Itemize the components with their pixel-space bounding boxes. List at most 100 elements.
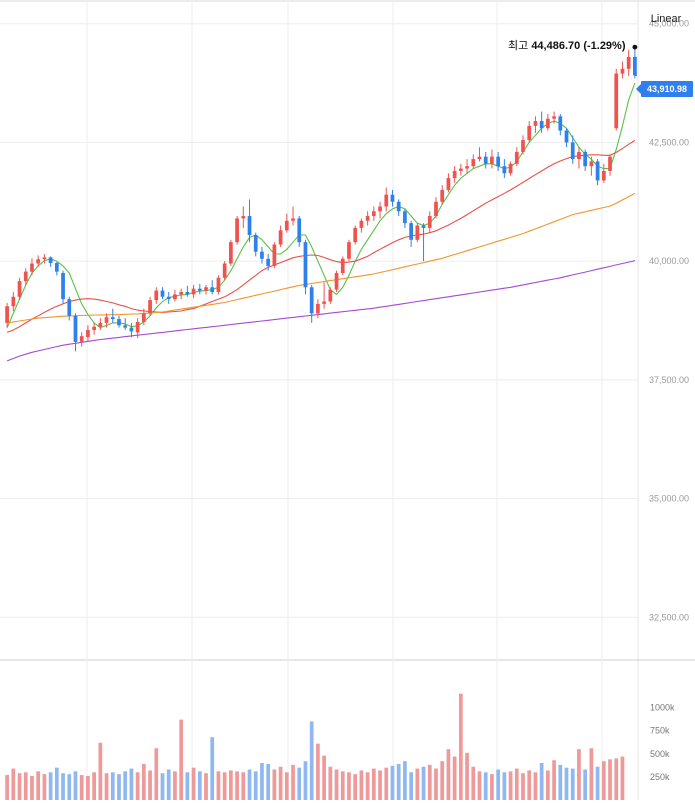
volume-bar [166,769,171,800]
volume-bar [496,769,501,800]
candle-body [5,306,9,323]
volume-bar [477,771,482,800]
candle-body [595,161,600,181]
candle-body [440,189,445,202]
candle-body [570,142,575,160]
volume-bar [396,763,401,800]
candle-body [67,299,72,316]
volume-bar [465,752,469,800]
volume-tick-label: 1000k [650,703,675,713]
volume-bar [365,772,370,800]
candle-body [154,290,159,301]
candle-body [30,263,34,272]
volume-bar [409,772,413,800]
candle-body [452,170,457,179]
candle-body [11,296,16,307]
volume-bar [110,772,115,800]
volume-bar [297,767,302,800]
volume-bar [291,764,295,800]
volume-bar [204,773,208,800]
high-label-prefix: 최고 [508,40,529,52]
candle-body [166,296,171,300]
candle-body [316,303,320,314]
volume-bar [328,766,333,800]
volume-bar [583,769,588,800]
volume-tick-label: 250k [650,772,670,782]
volume-bar [260,763,264,800]
candle-body [359,220,364,228]
candle-body [141,313,146,322]
volume-bar [334,769,339,800]
volume-bar [446,749,451,800]
candle-body [334,273,339,290]
volume-tick-label: 500k [650,749,670,759]
volume-bar [266,763,271,800]
price-tick-label: 35,000.00 [649,494,689,504]
candle-body [421,225,426,228]
volume-bar [502,772,507,800]
candle-body [110,317,115,320]
volume-bar [614,758,619,800]
candle-body [204,287,208,291]
candle-body [514,151,519,164]
volume-bar [79,775,84,800]
volume-bar [154,748,159,800]
candle-body [297,218,302,243]
candle-body [86,330,90,338]
volume-bar [222,772,227,800]
volume-bar [434,768,438,800]
volume-bar [17,773,22,800]
scale-mode-button[interactable]: Linear [650,13,682,25]
candle-body [229,242,233,264]
candle-body [396,201,401,212]
volume-bar [272,769,277,800]
volume-bar [67,774,72,800]
volume-bar [452,756,457,800]
volume-bar [340,771,345,800]
ma-line-120 [6,260,636,362]
candle-body [291,218,295,221]
candle-body [48,257,53,264]
candle-body [222,263,227,278]
candle-body [179,292,184,295]
volume-bar [601,761,606,800]
volume-bar [284,772,289,800]
last-price-badge: 43,910.98 [636,81,693,97]
volume-bar [117,774,121,800]
candle-body [148,300,152,314]
candle-body [620,68,625,74]
candle-body [633,56,637,76]
price-tick-label: 42,500.00 [649,137,689,147]
volume-bar [490,774,494,800]
volume-bar [229,770,233,800]
volume-bar [483,772,488,800]
volume-bar [98,742,103,800]
candle-body [552,116,556,119]
price-tick-label: 45,000.00 [649,19,689,29]
candle-body [185,292,190,295]
candle-body [626,56,631,69]
candle-body [92,326,96,330]
volume-bar [564,767,569,800]
volume-bar [508,771,513,800]
candle-body [241,216,246,219]
volume-bar [316,743,320,800]
volume-bar [191,767,196,800]
volume-bar [185,772,190,800]
price-tick-label: 32,500.00 [649,612,689,622]
volume-bar [353,774,358,800]
high-price-label: 최고 44,486.70 (-1.29%) [508,37,626,53]
volume-bar [371,768,376,800]
volume-bar [247,769,252,800]
candle-body [36,259,41,264]
volume-bar [527,770,532,800]
candle-body [353,227,358,243]
volume-bar [197,771,202,800]
volume-bar [390,765,395,800]
volume-bar [347,772,351,800]
candle-body [253,235,258,252]
candle-body [73,315,78,342]
candle-body [427,216,432,228]
candle-body [347,242,351,259]
